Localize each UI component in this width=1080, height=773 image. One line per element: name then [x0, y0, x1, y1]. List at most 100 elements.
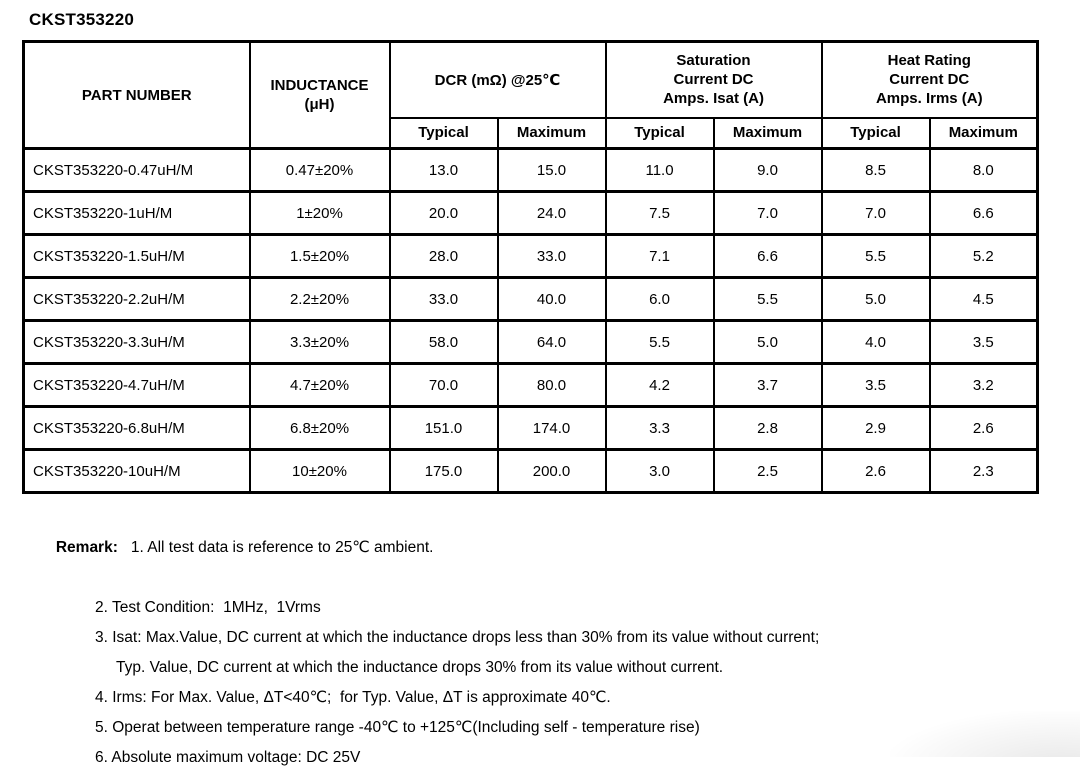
cell-isat-maximum: 6.6	[712, 233, 823, 279]
table-row: CKST353220-3.3uH/M 3.3±20% 58.0 64.0 5.5…	[22, 319, 1039, 365]
cell-dcr-maximum: 200.0	[496, 448, 607, 494]
table-row: CKST353220-1uH/M 1±20% 20.0 24.0 7.5 7.0…	[22, 190, 1039, 236]
cell-dcr-maximum: 40.0	[496, 276, 607, 322]
cell-dcr-typical: 58.0	[388, 319, 499, 365]
cell-isat-maximum: 5.0	[712, 319, 823, 365]
subheader-isat-maximum: Maximum	[712, 116, 823, 150]
cell-part-number: CKST353220-1uH/M	[22, 190, 251, 236]
cell-isat-typical: 4.2	[604, 362, 715, 408]
cell-dcr-typical: 151.0	[388, 405, 499, 451]
cell-irms-maximum: 4.5	[928, 276, 1039, 322]
header-row-subcolumns: Typical Maximum Typical Maximum Typical …	[24, 116, 1039, 150]
cell-irms-maximum: 6.6	[928, 190, 1039, 236]
cell-inductance: 0.47±20%	[248, 147, 391, 193]
header-heat-line2: Current DC	[889, 71, 970, 89]
header-row-groups: PART NUMBER INDUCTANCE (μH) DCR (mΩ) @25…	[22, 40, 1039, 150]
remark-line-1: Remark: 1. All test data is reference to …	[30, 503, 1080, 593]
remark-line-3: 3. Isat: Max.Value, DC current at which …	[95, 629, 820, 646]
cell-isat-typical: 7.5	[604, 190, 715, 236]
cell-inductance: 1.5±20%	[248, 233, 391, 279]
cell-inductance: 2.2±20%	[248, 276, 391, 322]
spec-table: PART NUMBER INDUCTANCE (μH) DCR (mΩ) @25…	[22, 40, 1040, 494]
cell-dcr-typical: 33.0	[388, 276, 499, 322]
header-saturation-current: Saturation Current DC Amps. Isat (A)	[604, 40, 823, 119]
remark-line-3-continued: Typ. Value, DC current at which the indu…	[116, 659, 724, 676]
cell-inductance: 4.7±20%	[248, 362, 391, 408]
header-heat-rating: Heat Rating Current DC Amps. Irms (A)	[820, 40, 1039, 119]
subheader-irms-maximum: Maximum	[928, 116, 1039, 150]
subheader-isat-typical: Typical	[604, 116, 715, 150]
table-row: CKST353220-2.2uH/M 2.2±20% 33.0 40.0 6.0…	[22, 276, 1039, 322]
subheader-irms-typical: Typical	[820, 116, 931, 150]
cell-dcr-typical: 70.0	[388, 362, 499, 408]
cell-part-number: CKST353220-3.3uH/M	[22, 319, 251, 365]
cell-dcr-typical: 28.0	[388, 233, 499, 279]
remark-line-2: 2. Test Condition: 1MHz, 1Vrms	[95, 599, 321, 616]
header-heat-line1: Heat Rating	[887, 52, 971, 70]
table-row: CKST353220-6.8uH/M 6.8±20% 151.0 174.0 3…	[22, 405, 1039, 451]
header-dcr: DCR (mΩ) @25℃	[388, 40, 607, 119]
cell-irms-maximum: 2.3	[928, 448, 1039, 494]
cell-isat-typical: 3.0	[604, 448, 715, 494]
table-row: CKST353220-0.47uH/M 0.47±20% 13.0 15.0 1…	[22, 147, 1039, 193]
cell-irms-maximum: 3.5	[928, 319, 1039, 365]
cell-isat-maximum: 2.5	[712, 448, 823, 494]
cell-dcr-typical: 175.0	[388, 448, 499, 494]
header-saturation-line1: Saturation	[676, 52, 751, 70]
cell-inductance: 10±20%	[248, 448, 391, 494]
cell-irms-typical: 8.5	[820, 147, 931, 193]
cell-irms-maximum: 8.0	[928, 147, 1039, 193]
cell-dcr-maximum: 174.0	[496, 405, 607, 451]
remark-label: Remark:	[55, 539, 118, 556]
remarks-section: Remark: 1. All test data is reference to …	[30, 503, 1080, 773]
cell-irms-maximum: 3.2	[928, 362, 1039, 408]
cell-irms-typical: 7.0	[820, 190, 931, 236]
cell-dcr-typical: 13.0	[388, 147, 499, 193]
cell-part-number: CKST353220-1.5uH/M	[22, 233, 251, 279]
datasheet-page: CKST353220 PART NUMBER INDUCTANCE (μH) D…	[22, 10, 1080, 766]
cell-irms-typical: 4.0	[820, 319, 931, 365]
table-row: CKST353220-10uH/M 10±20% 175.0 200.0 3.0…	[22, 448, 1039, 494]
cell-irms-typical: 5.5	[820, 233, 931, 279]
cell-isat-typical: 7.1	[604, 233, 715, 279]
cell-irms-maximum: 2.6	[928, 405, 1039, 451]
table-row: CKST353220-1.5uH/M 1.5±20% 28.0 33.0 7.1…	[22, 233, 1039, 279]
cell-isat-typical: 11.0	[604, 147, 715, 193]
cell-part-number: CKST353220-10uH/M	[22, 448, 251, 494]
remark-line-4: 4. Irms: For Max. Value, ΔT<40℃; for Typ…	[95, 689, 611, 706]
cell-inductance: 3.3±20%	[248, 319, 391, 365]
cell-dcr-maximum: 64.0	[496, 319, 607, 365]
cell-dcr-maximum: 33.0	[496, 233, 607, 279]
cell-dcr-typical: 20.0	[388, 190, 499, 236]
cell-isat-typical: 5.5	[604, 319, 715, 365]
cell-inductance: 1±20%	[248, 190, 391, 236]
table-row: CKST353220-4.7uH/M 4.7±20% 70.0 80.0 4.2…	[22, 362, 1039, 408]
cell-part-number: CKST353220-2.2uH/M	[22, 276, 251, 322]
cell-isat-maximum: 3.7	[712, 362, 823, 408]
remark-line-6: 6. Absolute maximum voltage: DC 25V	[95, 749, 361, 766]
cell-inductance: 6.8±20%	[248, 405, 391, 451]
header-part-number: PART NUMBER	[22, 40, 251, 150]
cell-isat-maximum: 2.8	[712, 405, 823, 451]
header-inductance-line1: INDUCTANCE	[270, 77, 369, 94]
page-title: CKST353220	[29, 10, 135, 29]
cell-irms-typical: 5.0	[820, 276, 931, 322]
cell-isat-maximum: 5.5	[712, 276, 823, 322]
header-inductance-line2: (μH)	[304, 96, 335, 113]
cell-isat-maximum: 9.0	[712, 147, 823, 193]
remark-text-1: 1. All test data is reference to 25℃ amb…	[130, 539, 434, 556]
header-inductance: INDUCTANCE (μH)	[248, 40, 391, 150]
cell-irms-typical: 3.5	[820, 362, 931, 408]
cell-dcr-maximum: 80.0	[496, 362, 607, 408]
cell-part-number: CKST353220-0.47uH/M	[22, 147, 251, 193]
cell-part-number: CKST353220-6.8uH/M	[22, 405, 251, 451]
cell-isat-typical: 6.0	[604, 276, 715, 322]
header-saturation-line2: Current DC	[673, 71, 754, 89]
cell-irms-maximum: 5.2	[928, 233, 1039, 279]
cell-isat-typical: 3.3	[604, 405, 715, 451]
cell-part-number: CKST353220-4.7uH/M	[22, 362, 251, 408]
cell-dcr-maximum: 24.0	[496, 190, 607, 236]
subheader-dcr-typical: Typical	[388, 116, 499, 150]
cell-irms-typical: 2.6	[820, 448, 931, 494]
header-saturation-line3: Amps. Isat (A)	[663, 90, 764, 108]
